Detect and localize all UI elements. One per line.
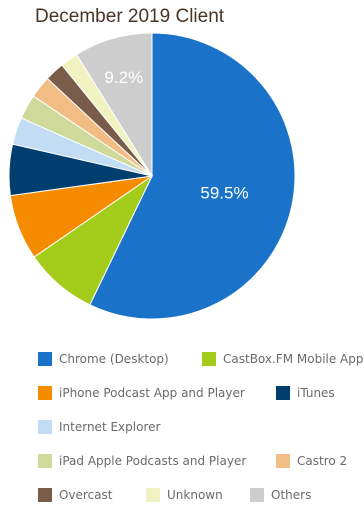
legend-item[interactable]: iPad Apple Podcasts and Player (38, 454, 246, 468)
legend-swatch (276, 386, 290, 400)
legend-swatch (38, 488, 52, 502)
legend-swatch (38, 352, 52, 366)
legend-swatch (276, 454, 290, 468)
legend-item[interactable]: Chrome (Desktop) (38, 352, 169, 366)
legend-swatch (202, 352, 216, 366)
legend-swatch (250, 488, 264, 502)
data-label: 9.2% (104, 68, 143, 87)
legend-item[interactable]: Unknown (146, 488, 223, 502)
data-label: 59.5% (200, 184, 248, 203)
legend-item[interactable]: Others (250, 488, 311, 502)
chart-title: December 2019 Client (35, 6, 225, 27)
legend-label: Unknown (167, 488, 223, 502)
legend-item[interactable]: iTunes (276, 386, 335, 400)
pie-slice-chrome-desktop[interactable] (89, 32, 296, 320)
legend-label: iPhone Podcast App and Player (59, 386, 245, 400)
legend-item[interactable]: Castro 2 (276, 454, 347, 468)
legend-swatch (38, 386, 52, 400)
legend-label: Chrome (Desktop) (59, 352, 169, 366)
legend-item[interactable]: CastBox.FM Mobile App (202, 352, 364, 366)
legend-label: Internet Explorer (59, 420, 161, 434)
legend-swatch (146, 488, 160, 502)
pie-slice-others[interactable] (75, 32, 153, 178)
legend-label: iTunes (297, 386, 335, 400)
legend-label: CastBox.FM Mobile App (223, 352, 364, 366)
legend-item[interactable]: iPhone Podcast App and Player (38, 386, 245, 400)
legend-swatch (38, 420, 52, 434)
legend-label: Castro 2 (297, 454, 348, 468)
legend-label: Others (271, 488, 312, 502)
legend-label: Overcast (59, 488, 113, 502)
legend-item[interactable]: Overcast (38, 488, 113, 502)
legend-item[interactable]: Internet Explorer (38, 420, 160, 434)
pie-chart: 59.5% 9.2% (8, 32, 296, 320)
legend-swatch (38, 454, 52, 468)
legend-label: iPad Apple Podcasts and Player (59, 454, 247, 468)
